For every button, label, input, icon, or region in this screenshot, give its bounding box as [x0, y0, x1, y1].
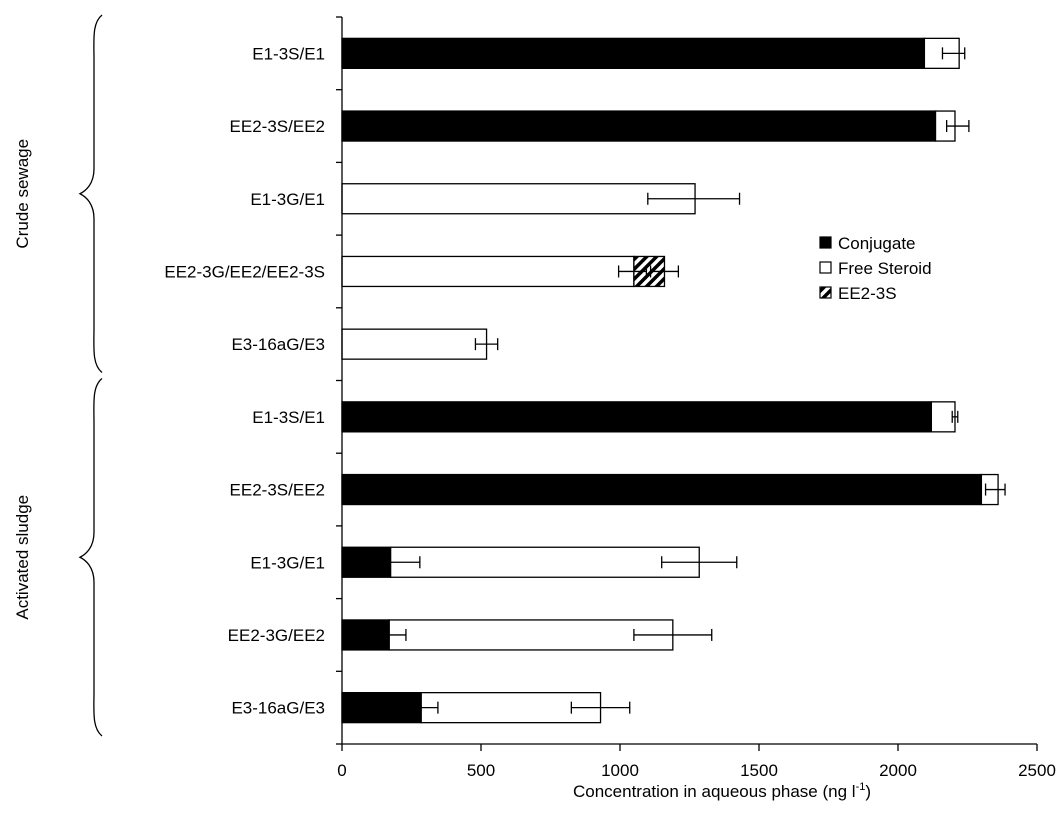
group-brace — [78, 377, 103, 737]
category-label: EE2-3S/EE2 — [230, 481, 325, 500]
bar-segment — [388, 619, 674, 651]
bar-segment — [341, 37, 926, 69]
legend-swatch — [819, 286, 832, 299]
x-tick-label: 500 — [467, 761, 495, 780]
error-bar — [633, 628, 713, 641]
bars-layer — [341, 37, 999, 724]
bar-segment — [389, 546, 700, 578]
legend-swatch — [819, 261, 832, 274]
category-label: EE2-3G/EE2 — [228, 626, 325, 645]
x-tick-label: 1500 — [740, 761, 778, 780]
category-label: E1-3S/E1 — [252, 408, 325, 427]
x-tick-label: 2500 — [1018, 761, 1056, 780]
bar-segment — [420, 692, 602, 724]
error-bar — [661, 556, 738, 569]
error-bar — [951, 410, 959, 423]
group-label: Activated sludge — [13, 495, 32, 620]
error-bar — [984, 483, 1006, 496]
x-tick-label: 2000 — [879, 761, 917, 780]
legend-item: EE2-3S — [819, 284, 897, 303]
category-label: E1-3G/E1 — [250, 190, 325, 209]
error-bar — [941, 47, 966, 60]
error-bar — [474, 338, 499, 351]
bar-segment — [341, 255, 635, 288]
bar-segment — [341, 473, 983, 506]
bar-segment — [341, 183, 696, 215]
axes-layer: 0 500 1000 1500 2000 2500 — [336, 16, 1056, 780]
group-label: Crude sewage — [13, 139, 32, 249]
legend-label: Free Steroid — [838, 259, 932, 278]
category-label: EE2-3S/EE2 — [230, 117, 325, 136]
error-bar — [360, 556, 421, 569]
x-tick-label: 0 — [337, 761, 346, 780]
category-labels: E1-3S/E1 EE2-3S/EE2 E1-3G/E1 EE2-3G/EE2/EE2… — [164, 44, 325, 717]
legend-label: EE2-3S — [838, 284, 897, 303]
bar-segment — [341, 401, 933, 433]
legend-label: Conjugate — [838, 234, 916, 253]
legend-item: Conjugate — [819, 234, 916, 253]
category-label: E3-16aG/E3 — [231, 699, 325, 718]
legend: Conjugate Free Steroid EE2-3S — [819, 234, 932, 303]
category-label: E1-3G/E1 — [250, 553, 325, 572]
error-bar — [617, 265, 648, 278]
legend-swatch — [819, 236, 832, 249]
category-label: E3-16aG/E3 — [231, 335, 325, 354]
bar-segment — [341, 110, 937, 142]
error-bars-layer — [360, 47, 1006, 714]
category-label: EE2-3G/EE2/EE2-3S — [164, 262, 325, 281]
x-axis-title: Concentration in aqueous phase (ng l-1) — [573, 781, 871, 801]
error-bar — [647, 192, 741, 205]
bar-segment — [341, 328, 488, 360]
x-tick-label: 1000 — [601, 761, 639, 780]
category-label: E1-3S/E1 — [252, 44, 325, 63]
group-labels: Crude sewage Activated sludge — [13, 14, 103, 737]
error-bar — [649, 265, 680, 278]
error-bar — [570, 701, 631, 714]
error-bar — [371, 628, 407, 641]
error-bar — [946, 120, 970, 133]
bar-segment — [930, 401, 956, 433]
legend-item: Free Steroid — [819, 259, 932, 278]
group-brace — [78, 14, 103, 374]
error-bar — [403, 701, 439, 714]
